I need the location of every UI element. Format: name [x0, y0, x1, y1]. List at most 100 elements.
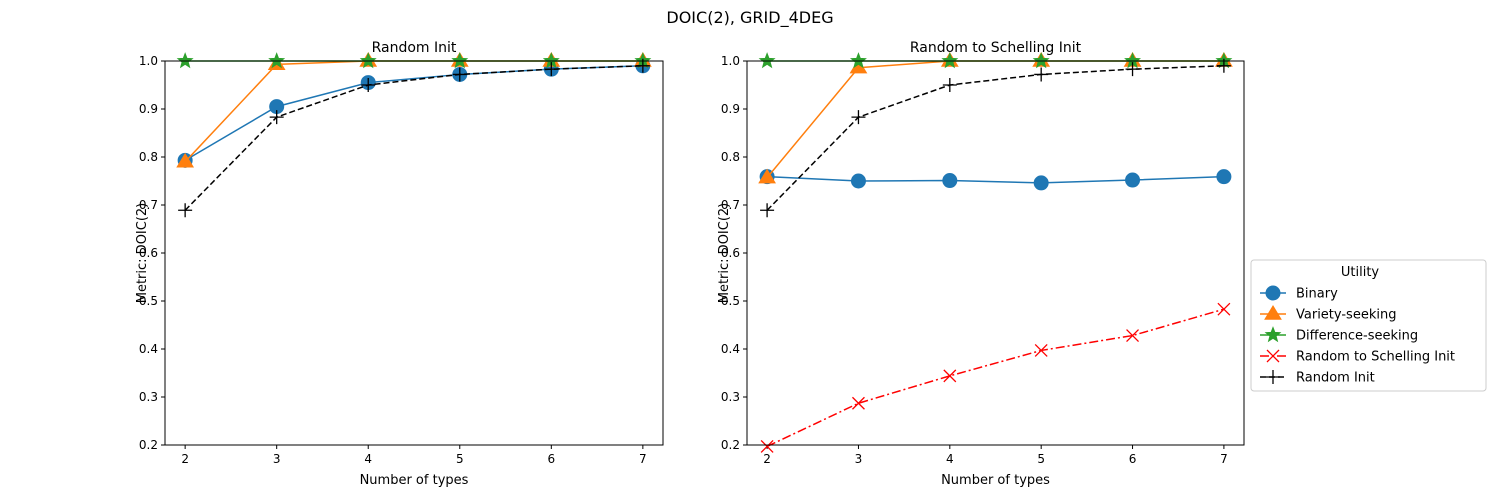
subplot-title: Random Init: [372, 40, 457, 56]
series-line-binary: [767, 175, 1224, 184]
y-tick-label: 0.5: [139, 294, 158, 308]
legend-marker: [1264, 326, 1282, 343]
data-point-binary: [850, 173, 866, 189]
data-point-random-init: [361, 78, 376, 92]
subplot-random-to-schelling-init: Random to Schelling Init 2 3 4 5 6 7 0.2 0.3 0.4 0…: [717, 40, 1245, 488]
x-tick-label: 6: [547, 452, 555, 466]
subplot-title: Random to Schelling Init: [910, 40, 1082, 56]
data-point-difference-seeking: [1032, 52, 1050, 69]
x-tick-label: 3: [855, 452, 863, 466]
data-point-random-init: [760, 203, 775, 218]
legend-entry-random-init: Random Init: [1260, 370, 1375, 386]
series-line-variety-seeking: [766, 60, 1224, 179]
series-binary: [177, 58, 651, 168]
x-axis-label: Number of types: [941, 473, 1050, 488]
data-point-binary: [1033, 175, 1049, 191]
y-tick-label: 0.4: [139, 342, 158, 356]
y-tick-label: 0.6: [139, 246, 158, 260]
plot-frame: [746, 60, 1245, 446]
y-axis-label: Metric: DOIC(2): [717, 203, 732, 304]
legend-label: Difference-seeking: [1296, 329, 1418, 344]
y-tick-label: 0.7: [139, 198, 158, 212]
data-point-random-to-schelling-init: [1126, 329, 1139, 343]
y-tick-label: 0.3: [721, 390, 740, 404]
x-tick-label: 4: [364, 452, 372, 466]
data-point-random-init: [178, 203, 193, 218]
y-tick-label: 0.9: [721, 102, 740, 116]
y-tick-label: 0.6: [721, 246, 740, 260]
data-point-difference-seeking: [268, 52, 286, 69]
legend-marker: [1265, 285, 1281, 301]
legend-frame: [1250, 259, 1487, 392]
legend-entry-random-to-schelling-init: Random to Schelling Init: [1260, 350, 1455, 365]
data-point-random-to-schelling-init: [852, 396, 865, 410]
series-area: [176, 52, 652, 218]
x-tick-label: 6: [1129, 452, 1137, 466]
series-variety-seeking: [758, 52, 1233, 184]
data-point-random-init: [269, 110, 284, 125]
series-line-variety-seeking: [184, 60, 643, 163]
x-tick-label: 7: [1220, 452, 1228, 466]
data-point-difference-seeking: [850, 52, 867, 69]
data-point-random-init: [851, 110, 866, 125]
data-point-random-init: [1034, 67, 1049, 82]
x-tick-label: 5: [1037, 452, 1045, 466]
data-point-variety-seeking: [758, 168, 776, 184]
series-variety-seeking: [176, 52, 652, 168]
series-area: [758, 52, 1233, 453]
data-point-random-init: [452, 67, 467, 82]
series-line-random-init: [766, 65, 1224, 211]
data-point-variety-seeking: [176, 152, 195, 168]
data-point-random-to-schelling-init: [1217, 302, 1231, 316]
data-point-random-to-schelling-init: [1034, 343, 1048, 357]
legend-entry-variety-seeking: Variety-seeking: [1260, 305, 1396, 323]
x-tick-label: 7: [639, 452, 647, 466]
data-point-difference-seeking: [359, 52, 377, 69]
series-random-to-schelling-init: [760, 302, 1231, 453]
subplot-random-init: Random Init 2 3 4 5 6 7 0.2 0.3 0.4 0.5 0.6 0.7 0.8 0.…: [135, 40, 664, 488]
data-point-difference-seeking: [451, 52, 469, 69]
y-tick-label: 0.7: [721, 198, 740, 212]
y-tick-label: 0.4: [721, 342, 740, 356]
legend-label: Random Init: [1296, 371, 1375, 386]
legend-entry-binary: Binary: [1260, 285, 1338, 302]
y-tick-label: 0.8: [139, 150, 158, 164]
figure-title: DOIC(2), GRID_4DEG: [666, 8, 833, 28]
legend-marker: [1264, 305, 1282, 320]
series-line-random-init: [184, 65, 643, 211]
x-tick-label: 5: [456, 452, 464, 466]
data-point-binary: [942, 173, 958, 189]
legend-marker: [1266, 349, 1280, 363]
data-point-random-init: [544, 62, 559, 77]
x-tick-label: 4: [946, 452, 954, 466]
series-binary: [759, 169, 1232, 191]
data-point-random-init: [942, 78, 957, 92]
data-point-binary: [1216, 169, 1232, 185]
x-tick-label: 3: [273, 452, 281, 466]
legend-label: Binary: [1296, 287, 1338, 302]
data-point-difference-seeking: [176, 52, 194, 69]
data-point-random-init: [1125, 62, 1140, 77]
data-point-random-to-schelling-init: [760, 439, 774, 453]
data-point-random-to-schelling-init: [943, 369, 957, 383]
y-axis-label: Metric: DOIC(2): [135, 203, 150, 304]
x-tick-label: 2: [181, 452, 189, 466]
data-point-difference-seeking: [941, 52, 959, 69]
data-point-difference-seeking: [758, 52, 776, 69]
x-tick-label: 2: [763, 452, 771, 466]
x-axis-label: Number of types: [360, 473, 469, 488]
series-random-init: [760, 58, 1231, 218]
y-tick-label: 0.3: [139, 390, 158, 404]
y-tick-label: 0.9: [139, 102, 158, 116]
y-tick-label: 0.5: [721, 294, 740, 308]
y-tick-label: 0.2: [721, 438, 740, 452]
y-tick-label: 1.0: [139, 54, 158, 68]
legend-label: Variety-seeking: [1296, 308, 1396, 323]
data-point-binary: [1125, 172, 1141, 188]
legend-entry-difference-seeking: Difference-seeking: [1260, 326, 1418, 344]
legend: Utility Binary Variety-seeking Difference-…: [1250, 259, 1487, 392]
legend-label: Random to Schelling Init: [1296, 350, 1455, 365]
legend-title: Utility: [1341, 265, 1380, 280]
legend-marker: [1266, 370, 1280, 384]
